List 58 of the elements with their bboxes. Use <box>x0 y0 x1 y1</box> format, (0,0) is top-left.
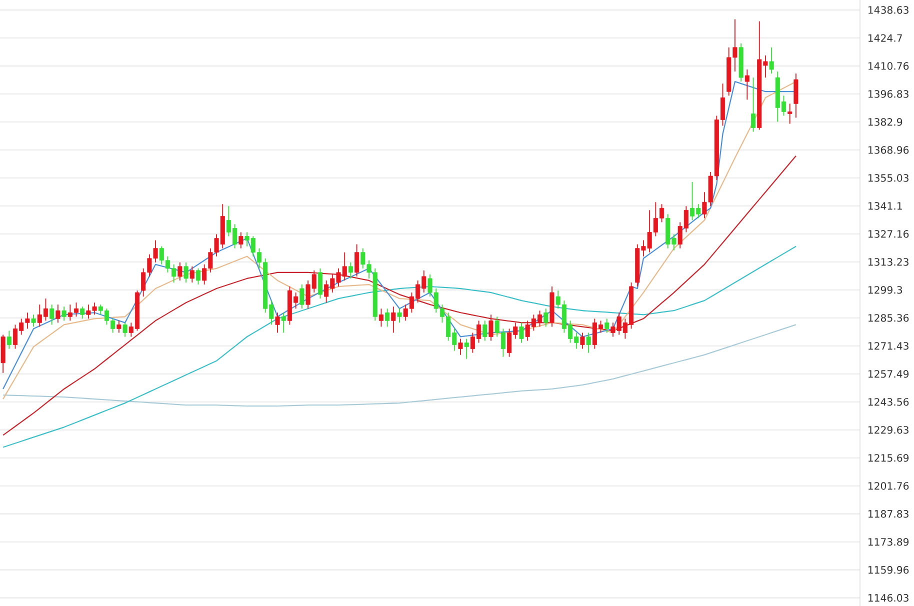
candlestick <box>391 306 396 334</box>
y-tick-label: 1327.16 <box>868 230 909 238</box>
candlestick <box>488 314 494 342</box>
candlestick <box>788 103 792 124</box>
y-tick-label: 1424.7 <box>868 34 902 42</box>
candlestick <box>769 46 774 74</box>
candlestick <box>385 308 390 328</box>
candlestick <box>300 284 304 310</box>
candlestick <box>348 262 353 279</box>
candlestick <box>378 308 384 328</box>
candlestick <box>238 232 244 249</box>
candlestick <box>458 338 463 356</box>
y-tick-label: 1382.9 <box>868 118 902 126</box>
candlestick <box>196 268 201 285</box>
y-tick-label: 1341.1 <box>868 202 902 210</box>
candlestick <box>62 306 66 322</box>
y-tick-label: 1201.76 <box>868 482 909 490</box>
candlestick <box>275 312 280 334</box>
candlestick <box>354 244 360 277</box>
y-tick-label: 1187.83 <box>868 510 908 518</box>
y-tick-label: 1313.23 <box>868 258 908 266</box>
candlestick <box>750 77 756 132</box>
candlestick <box>604 318 610 334</box>
y-tick-label: 1146.03 <box>868 594 908 602</box>
y-tick-label: 1243.56 <box>868 398 909 406</box>
y-tick-label: 1285.36 <box>868 314 909 322</box>
y-tick-label: 1173.89 <box>868 538 909 546</box>
y-tick-label: 1410.76 <box>868 62 909 70</box>
candlestick <box>464 338 469 360</box>
candlestick <box>184 262 188 283</box>
candlestick <box>544 308 548 328</box>
y-tick-label: 1396.83 <box>868 90 908 98</box>
y-tick-label: 1257.49 <box>868 370 909 378</box>
candlestick <box>178 262 182 281</box>
candlestick <box>190 266 194 283</box>
candlestick <box>482 320 488 342</box>
candlestick <box>580 332 585 350</box>
candlestick <box>6 330 12 350</box>
candlestick <box>586 332 591 354</box>
y-tick-label: 1368.96 <box>868 146 909 154</box>
y-tick-label: 1355.03 <box>868 174 908 182</box>
y-tick-label: 1438.63 <box>868 6 908 14</box>
y-tick-label: 1299.3 <box>868 286 902 294</box>
candlestick <box>318 268 322 300</box>
y-tick-label: 1215.69 <box>868 454 909 462</box>
candlestick <box>50 304 54 326</box>
y-tick-label: 1159.96 <box>868 566 909 574</box>
candlestick <box>281 312 286 334</box>
candlestick <box>122 322 128 338</box>
candlestick <box>56 304 60 324</box>
candlestick <box>519 322 524 344</box>
candlestick <box>744 69 750 100</box>
candlestick <box>397 308 402 324</box>
candlestick <box>31 314 36 328</box>
y-tick-label: 1229.63 <box>868 426 908 434</box>
y-tick-label: 1271.43 <box>868 342 908 350</box>
candlestick <box>116 320 122 334</box>
candlestick <box>80 306 85 320</box>
